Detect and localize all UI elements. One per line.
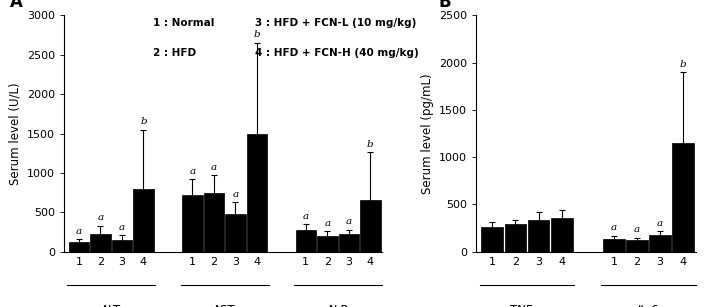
Bar	[90, 234, 111, 252]
Bar	[551, 218, 572, 252]
Text: a: a	[657, 219, 663, 228]
Bar	[360, 200, 381, 252]
Text: a: a	[232, 189, 239, 199]
Bar	[111, 240, 132, 252]
Text: a: a	[97, 213, 104, 222]
Text: A: A	[10, 0, 23, 11]
Bar	[626, 240, 648, 252]
Text: ALP: ALP	[327, 304, 349, 307]
Text: TNF-α: TNF-α	[510, 304, 545, 307]
Bar	[69, 242, 89, 252]
Bar	[481, 227, 503, 252]
Text: a: a	[324, 219, 330, 228]
Text: a: a	[76, 227, 82, 235]
Text: 4 : HFD + FCN-H (40 mg/kg): 4 : HFD + FCN-H (40 mg/kg)	[255, 49, 419, 58]
Text: a: a	[634, 225, 640, 234]
Bar	[204, 193, 224, 252]
Bar	[246, 134, 267, 252]
Text: a: a	[302, 212, 309, 221]
Bar	[339, 235, 359, 252]
Bar	[528, 220, 550, 252]
Bar	[182, 195, 202, 252]
Bar	[603, 239, 625, 252]
Text: 3 : HFD + FCN-L (10 mg/kg): 3 : HFD + FCN-L (10 mg/kg)	[255, 18, 416, 28]
Text: b: b	[253, 30, 261, 39]
Bar	[672, 143, 694, 252]
Y-axis label: Serum level (pg/mL): Serum level (pg/mL)	[420, 73, 434, 194]
Bar	[505, 224, 526, 252]
Text: IL-6: IL-6	[638, 304, 660, 307]
Bar	[649, 235, 671, 252]
Text: a: a	[190, 167, 195, 176]
Text: a: a	[119, 223, 125, 232]
Text: AST: AST	[213, 304, 236, 307]
Text: ALT: ALT	[101, 304, 121, 307]
Text: B: B	[439, 0, 452, 11]
Text: b: b	[679, 60, 687, 68]
Text: b: b	[367, 140, 373, 149]
Text: a: a	[611, 223, 617, 232]
Bar	[133, 189, 153, 252]
Bar	[317, 236, 337, 252]
Y-axis label: Serum level (U/L): Serum level (U/L)	[9, 82, 21, 185]
Text: a: a	[346, 217, 352, 226]
Text: b: b	[140, 117, 147, 126]
Bar	[225, 214, 246, 252]
Text: 1 : Normal: 1 : Normal	[153, 18, 214, 28]
Bar	[295, 231, 316, 252]
Text: a: a	[211, 163, 217, 172]
Text: 2 : HFD: 2 : HFD	[153, 49, 196, 58]
